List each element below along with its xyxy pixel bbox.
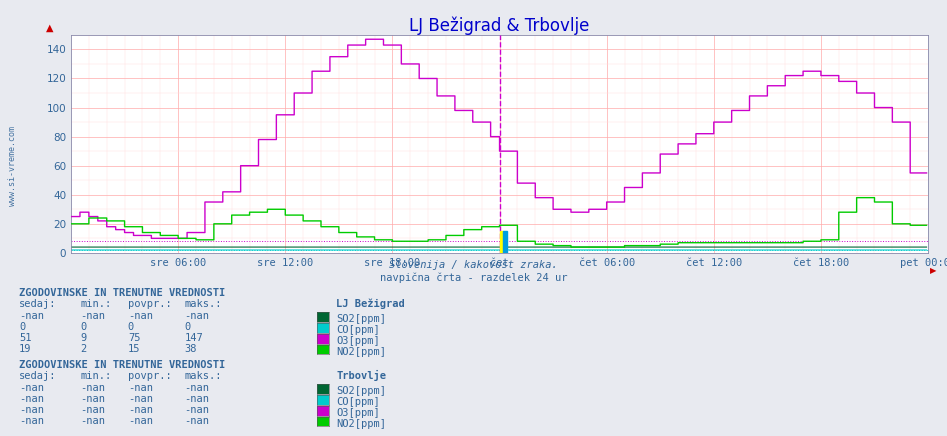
Text: 0: 0 [19,322,26,332]
Text: 51: 51 [19,333,31,343]
Text: www.si-vreme.com: www.si-vreme.com [8,126,17,206]
Text: povpr.:: povpr.: [128,371,171,382]
Text: ▶: ▶ [930,266,937,275]
Text: ZGODOVINSKE IN TRENUTNE VREDNOSTI: ZGODOVINSKE IN TRENUTNE VREDNOSTI [19,361,225,371]
Text: 0: 0 [80,322,87,332]
Text: min.:: min.: [80,371,112,382]
Bar [500,231,503,253]
Text: -nan: -nan [19,394,44,404]
Text: 0: 0 [185,322,191,332]
Bar [503,231,507,253]
Text: ZGODOVINSKE IN TRENUTNE VREDNOSTI: ZGODOVINSKE IN TRENUTNE VREDNOSTI [19,289,225,299]
Text: -nan: -nan [80,416,105,426]
Text: 2: 2 [80,344,87,354]
Text: -nan: -nan [19,416,44,426]
Text: 19: 19 [19,344,31,354]
Text: -nan: -nan [128,311,152,321]
Text: -nan: -nan [80,383,105,393]
Text: SO2[ppm]: SO2[ppm] [336,386,386,396]
Text: maks.:: maks.: [185,371,223,382]
Text: O3[ppm]: O3[ppm] [336,408,380,418]
Text: NO2[ppm]: NO2[ppm] [336,419,386,429]
Text: -nan: -nan [19,383,44,393]
Text: 9: 9 [80,333,87,343]
Text: -nan: -nan [185,394,209,404]
Text: -nan: -nan [128,416,152,426]
Text: ▲: ▲ [45,23,53,33]
Text: -nan: -nan [19,311,44,321]
Text: -nan: -nan [128,405,152,415]
Text: min.:: min.: [80,300,112,310]
Text: -nan: -nan [185,416,209,426]
Text: 75: 75 [128,333,140,343]
Text: sedaj:: sedaj: [19,371,57,382]
Text: povpr.:: povpr.: [128,300,171,310]
Text: O3[ppm]: O3[ppm] [336,336,380,346]
Text: CO[ppm]: CO[ppm] [336,325,380,335]
Text: SO2[ppm]: SO2[ppm] [336,314,386,324]
Text: -nan: -nan [80,394,105,404]
Text: -nan: -nan [128,383,152,393]
Text: 0: 0 [128,322,134,332]
Text: 15: 15 [128,344,140,354]
Text: -nan: -nan [19,405,44,415]
Text: 38: 38 [185,344,197,354]
Text: Slovenija / kakovost zraka.: Slovenija / kakovost zraka. [389,260,558,270]
Text: NO2[ppm]: NO2[ppm] [336,347,386,357]
Text: -nan: -nan [80,405,105,415]
Text: -nan: -nan [185,383,209,393]
Text: CO[ppm]: CO[ppm] [336,397,380,407]
Title: LJ Bežigrad & Trbovlje: LJ Bežigrad & Trbovlje [409,16,590,35]
Text: Trbovlje: Trbovlje [336,370,386,382]
Text: LJ Bežigrad: LJ Bežigrad [336,299,405,310]
Text: -nan: -nan [185,311,209,321]
Text: navpična črta - razdelek 24 ur: navpična črta - razdelek 24 ur [380,273,567,283]
Text: -nan: -nan [185,405,209,415]
Text: -nan: -nan [128,394,152,404]
Text: sedaj:: sedaj: [19,300,57,310]
Text: maks.:: maks.: [185,300,223,310]
Text: 147: 147 [185,333,204,343]
Text: -nan: -nan [80,311,105,321]
